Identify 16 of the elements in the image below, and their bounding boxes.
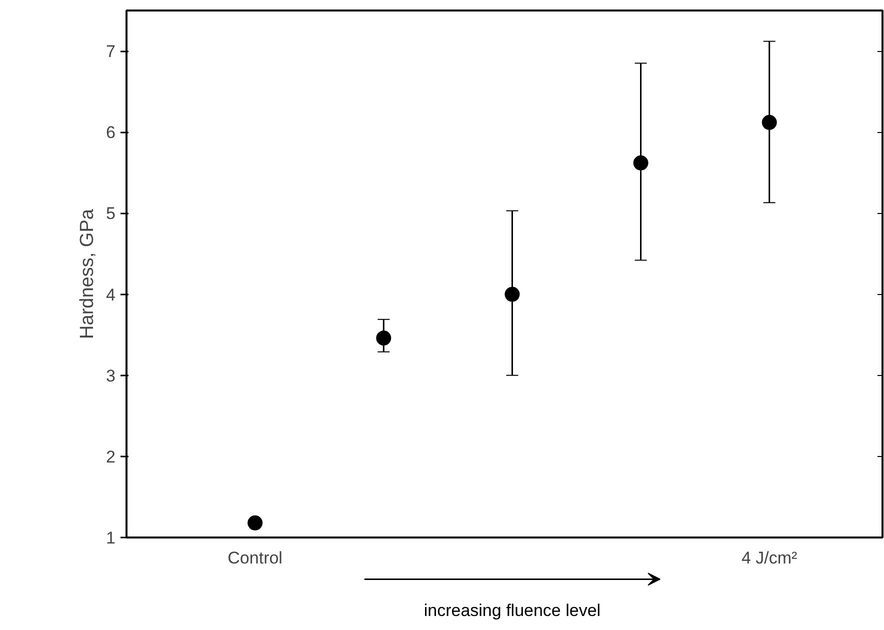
point (762, 114, 777, 130)
y-tick-label: 2 (106, 447, 116, 466)
y-tick-label: 6 (106, 123, 116, 142)
x-tick-label: Control (228, 548, 282, 568)
y-axis-title: Hardness, GPa (77, 208, 98, 339)
point (633, 155, 648, 170)
y-tick-label: 4 (106, 285, 116, 304)
point (504, 286, 520, 302)
y-tick-label: 1 (106, 528, 116, 548)
x-tick-label: 4 J/cm² (741, 548, 798, 568)
x-axis-title: increasing fluence level (424, 600, 601, 620)
y-tick-label: 7 (106, 42, 116, 62)
point (376, 330, 392, 346)
point (248, 515, 263, 530)
y-tick-label: 3 (106, 366, 116, 386)
y-tick-label: 5 (106, 204, 116, 224)
